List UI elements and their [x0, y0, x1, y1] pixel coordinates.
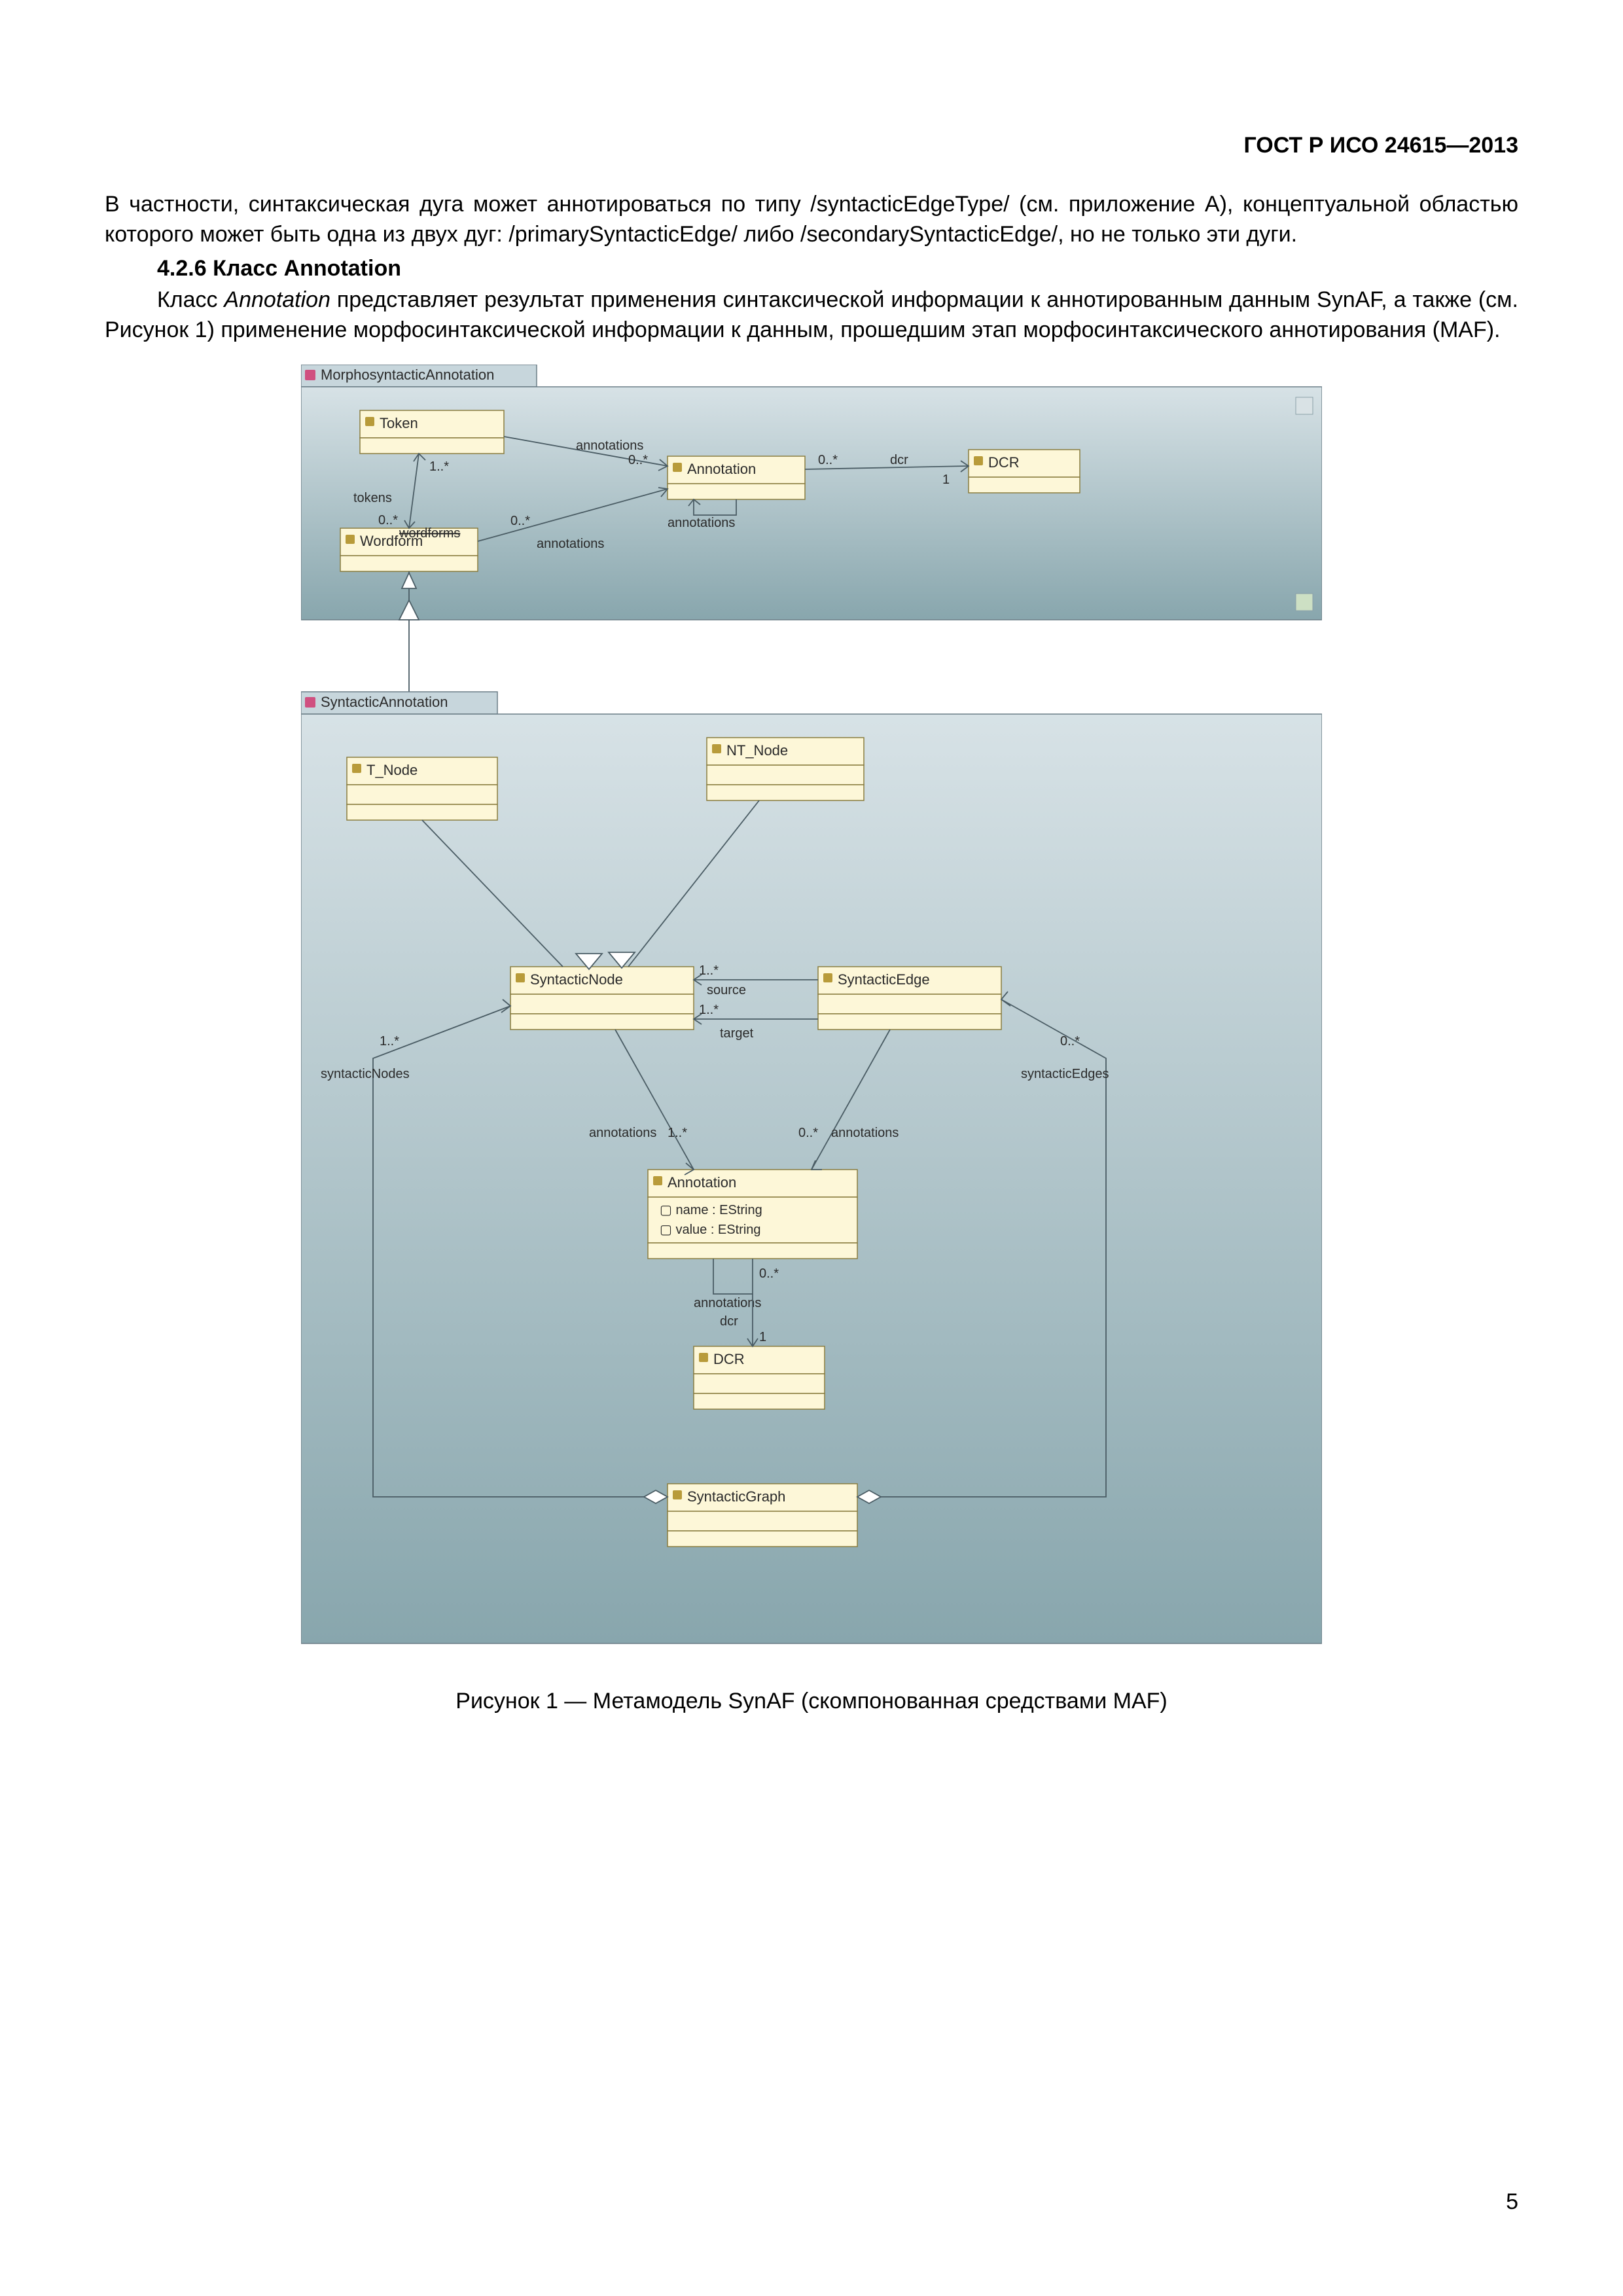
class-annotation-bottom: Annotation ▢ name : EString ▢ value : ES…	[648, 1170, 857, 1259]
doc-header: ГОСТ Р ИСО 24615—2013	[1243, 131, 1518, 161]
svg-text:dcr: dcr	[890, 453, 908, 467]
svg-text:1..*: 1..*	[699, 963, 719, 978]
svg-text:1..*: 1..*	[699, 1003, 719, 1017]
svg-text:annotations: annotations	[694, 1296, 761, 1310]
svg-text:Annotation: Annotation	[668, 1174, 736, 1191]
figure-1: MorphosyntacticAnnotation Token	[301, 365, 1322, 1717]
svg-text:▢ value : EString: ▢ value : EString	[660, 1223, 761, 1237]
svg-text:1: 1	[942, 473, 950, 487]
svg-text:annotations: annotations	[537, 537, 604, 551]
svg-text:1..*: 1..*	[380, 1034, 399, 1049]
svg-text:wordforms: wordforms	[399, 526, 460, 541]
class-dcr-bottom: DCR	[694, 1346, 825, 1409]
svg-text:0..*: 0..*	[378, 513, 398, 528]
class-token: Token	[360, 410, 504, 454]
svg-text:DCR: DCR	[713, 1351, 745, 1367]
svg-text:annotations: annotations	[589, 1126, 656, 1140]
class-syntactic-node: SyntacticNode	[510, 967, 694, 1030]
svg-text:syntacticEdges: syntacticEdges	[1021, 1067, 1109, 1081]
svg-text:1..*: 1..*	[429, 459, 449, 474]
svg-text:Annotation: Annotation	[687, 461, 756, 477]
svg-text:tokens: tokens	[353, 491, 392, 505]
svg-text:SyntacticGraph: SyntacticGraph	[687, 1488, 785, 1505]
pkg-title-bottom: SyntacticAnnotation	[321, 694, 448, 710]
svg-text:0..*: 0..*	[818, 453, 838, 467]
class-t-node: T_Node	[347, 757, 497, 820]
svg-text:1: 1	[759, 1330, 766, 1344]
class-dcr-top: DCR	[969, 450, 1080, 493]
svg-text:dcr: dcr	[720, 1314, 738, 1329]
svg-text:0..*: 0..*	[510, 514, 530, 528]
svg-text:1..*: 1..*	[668, 1126, 687, 1140]
section-heading: 4.2.6 Класс Annotation	[105, 254, 1518, 284]
p2-italic: Annotation	[224, 287, 330, 312]
class-annotation-top: Annotation	[668, 456, 805, 499]
svg-text:▢ name : EString: ▢ name : EString	[660, 1203, 762, 1217]
pkg-title-top: MorphosyntacticAnnotation	[321, 367, 494, 383]
package-syntactic: SyntacticAnnotation T_Node NT_Node	[301, 692, 1322, 1643]
class-syntactic-graph: SyntacticGraph	[668, 1484, 857, 1547]
svg-text:syntacticNodes: syntacticNodes	[321, 1067, 410, 1081]
svg-text:DCR: DCR	[988, 454, 1020, 471]
body-text: В частности, синтаксическая дуга может а…	[105, 190, 1518, 345]
uml-diagram: MorphosyntacticAnnotation Token	[301, 365, 1322, 1647]
paragraph-2: Класс Annotation представляет результат …	[105, 285, 1518, 346]
svg-text:annotations: annotations	[668, 516, 735, 530]
package-morphosyntactic: MorphosyntacticAnnotation Token	[301, 365, 1322, 620]
svg-text:Token: Token	[380, 415, 418, 431]
svg-text:SyntacticNode: SyntacticNode	[530, 971, 623, 988]
svg-text:0..*: 0..*	[798, 1126, 818, 1140]
svg-text:0..*: 0..*	[759, 1266, 779, 1281]
svg-text:annotations: annotations	[831, 1126, 899, 1140]
page-number: 5	[1506, 2187, 1518, 2217]
svg-text:0..*: 0..*	[628, 453, 648, 467]
class-syntactic-edge: SyntacticEdge	[818, 967, 1001, 1030]
p2-prefix: Класс	[157, 287, 224, 312]
figure-caption: Рисунок 1 — Метамодель SynAF (скомпонова…	[301, 1687, 1322, 1717]
svg-text:T_Node: T_Node	[366, 762, 418, 778]
svg-text:annotations: annotations	[576, 439, 643, 453]
svg-text:source: source	[707, 983, 746, 997]
class-nt-node: NT_Node	[707, 738, 864, 800]
svg-text:NT_Node: NT_Node	[726, 742, 788, 759]
svg-text:target: target	[720, 1026, 754, 1041]
svg-text:SyntacticEdge: SyntacticEdge	[838, 971, 930, 988]
svg-text:0..*: 0..*	[1060, 1034, 1080, 1049]
paragraph-1: В частности, синтаксическая дуга может а…	[105, 190, 1518, 250]
page: ГОСТ Р ИСО 24615—2013 В частности, синта…	[0, 0, 1623, 2296]
